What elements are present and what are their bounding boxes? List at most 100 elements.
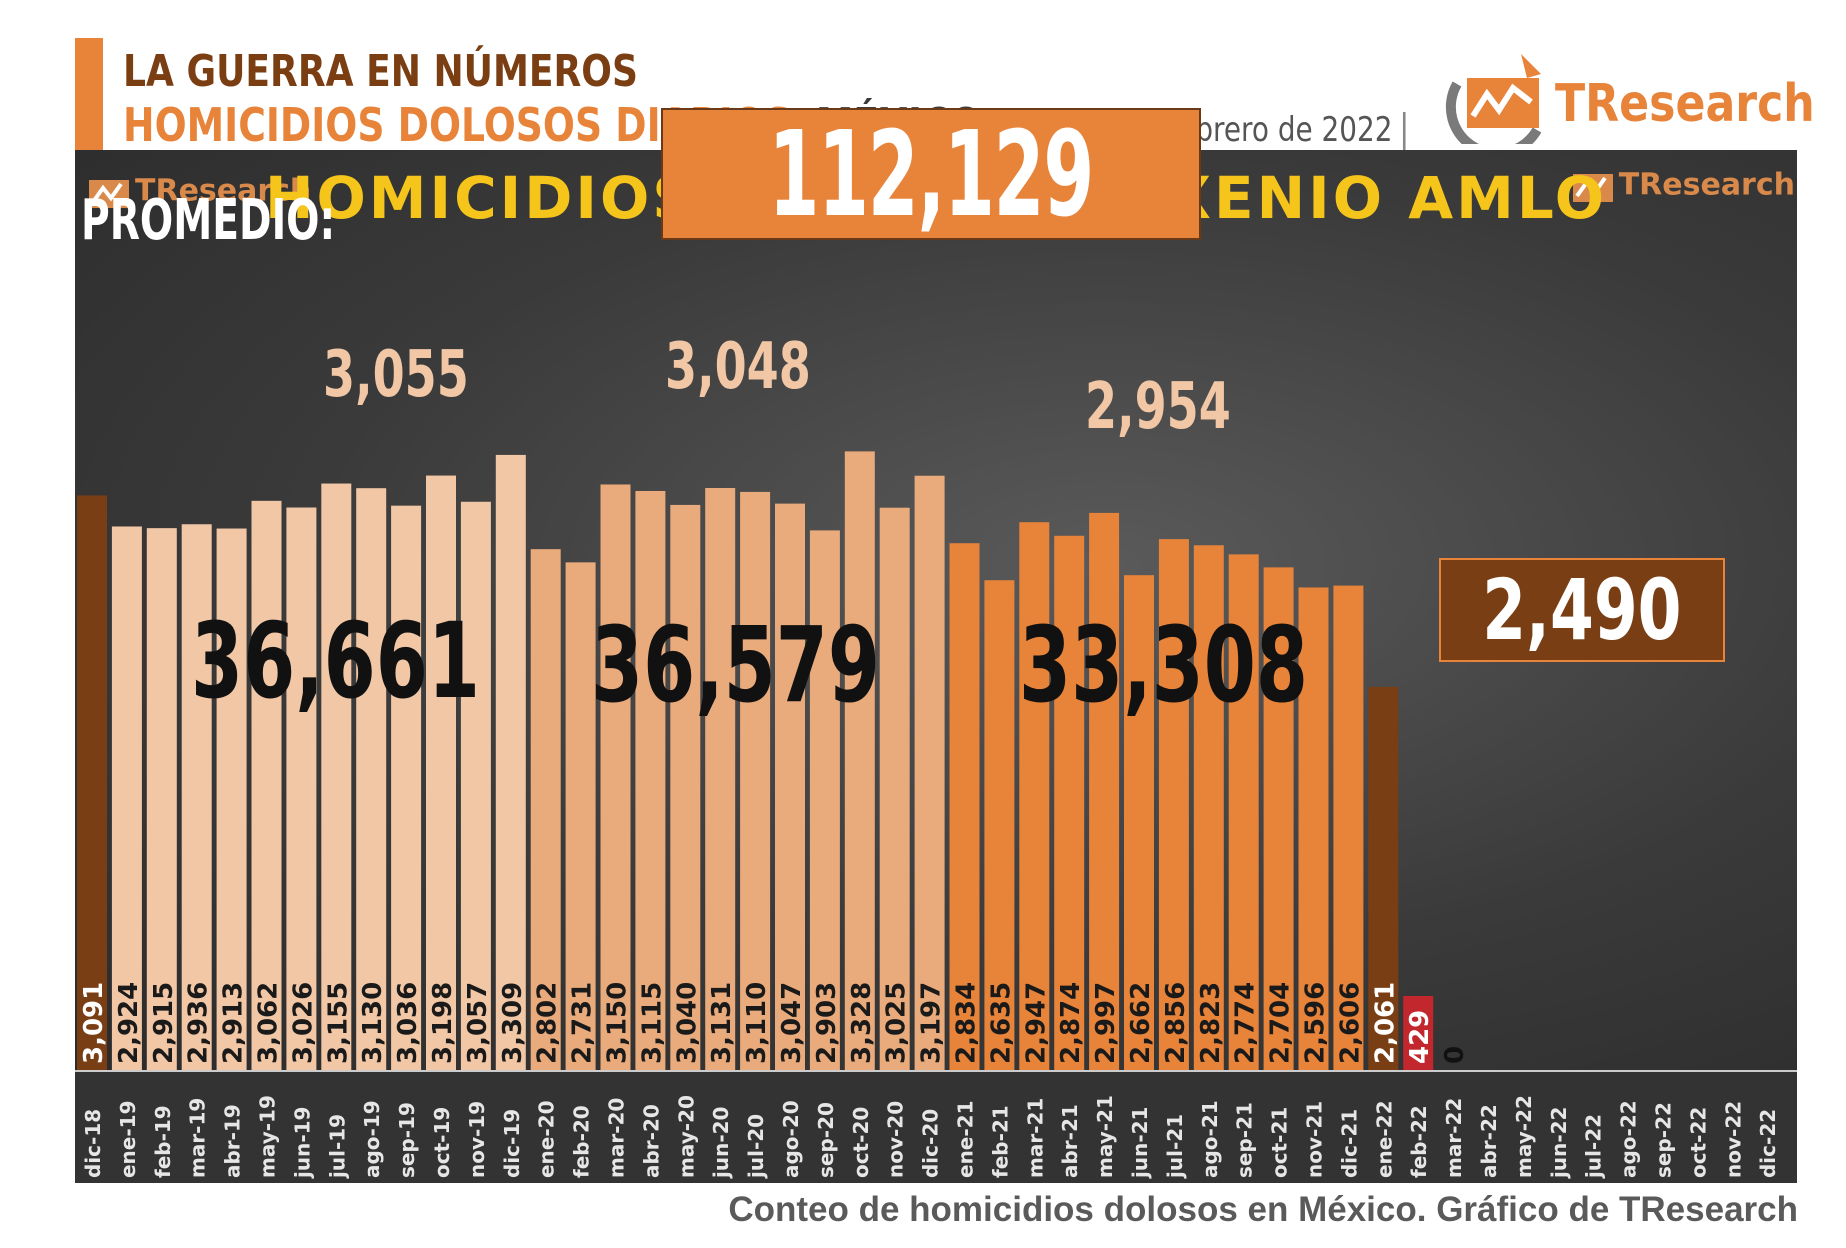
x-tick-nov-22: nov-22	[1721, 1101, 1745, 1178]
x-tick-may-21: may-21	[1093, 1095, 1117, 1178]
bar-jul-21	[1158, 539, 1189, 1070]
total-value: 112,129	[768, 105, 1095, 243]
value-label-jun-19: 3,026	[288, 982, 318, 1064]
bar-nov-20	[879, 507, 910, 1070]
watermark-left: TResearch	[83, 172, 311, 212]
bar-jun-20	[705, 488, 736, 1071]
x-tick-oct-20: oct-20	[849, 1107, 873, 1178]
value-label-may-20: 3,040	[672, 982, 702, 1064]
bar-ene-20	[530, 549, 561, 1070]
value-label-abr-21: 2,874	[1056, 982, 1086, 1064]
x-tick-mar-21: mar-21	[1023, 1098, 1047, 1178]
value-label-oct-19: 3,198	[428, 982, 458, 1064]
bar-mar-20	[600, 484, 631, 1070]
year-total-2020: 36,579	[591, 604, 880, 726]
value-label-ago-19: 3,130	[358, 982, 388, 1064]
value-label-jul-20: 3,110	[742, 982, 772, 1064]
bar-dic-21	[1333, 585, 1364, 1070]
value-label-mar-19: 2,936	[184, 982, 214, 1064]
tresearch-logo-text: TResearch	[1555, 74, 1815, 134]
value-label-oct-21: 2,704	[1266, 982, 1296, 1064]
x-tick-oct-21: oct-21	[1268, 1107, 1292, 1178]
x-axis	[75, 1070, 1797, 1183]
x-tick-sep-19: sep-19	[395, 1102, 419, 1178]
bar-may-19	[251, 500, 282, 1070]
x-tick-ago-20: ago-20	[779, 1100, 803, 1178]
bar-may-21	[1089, 512, 1120, 1070]
bar-oct-19	[426, 475, 456, 1071]
header-accent-bar	[75, 38, 103, 150]
header-title: LA GUERRA EN NÚMEROS	[123, 46, 638, 97]
value-label-feb-21: 2,635	[986, 982, 1016, 1064]
value-label-jul-21: 2,856	[1161, 982, 1191, 1064]
bar-ago-21	[1193, 545, 1224, 1070]
value-label-mar-20: 3,150	[603, 982, 633, 1064]
bar-abr-19	[216, 528, 247, 1070]
x-tick-oct-19: oct-19	[430, 1107, 454, 1178]
value-label-nov-19: 3,057	[463, 982, 493, 1064]
bar-ene-22	[1368, 686, 1399, 1070]
tresearch-logo: TResearch	[1437, 44, 1815, 159]
x-tick-feb-19: feb-19	[151, 1105, 175, 1178]
x-tick-dic-19: dic-19	[500, 1109, 524, 1178]
x-tick-dic-20: dic-20	[919, 1109, 943, 1178]
x-tick-may-19: may-19	[256, 1095, 280, 1178]
x-tick-mar-22: mar-22	[1442, 1098, 1466, 1178]
x-tick-jul-19: jul-19	[325, 1114, 349, 1179]
value-label-abr-20: 3,115	[637, 982, 667, 1064]
x-tick-ago-22: ago-22	[1617, 1100, 1641, 1178]
bar-ago-19	[356, 488, 387, 1070]
bar-nov-21	[1298, 587, 1329, 1070]
bar-sep-21	[1228, 554, 1259, 1070]
bar-oct-21	[1263, 567, 1294, 1070]
value-label-mar-22: 0	[1440, 1046, 1470, 1064]
x-tick-jul-21: jul-21	[1163, 1114, 1187, 1179]
value-label-ene-21: 2,834	[952, 982, 982, 1064]
bar-mar-19	[181, 524, 212, 1070]
x-tick-dic-21: dic-21	[1337, 1109, 1361, 1178]
watermark-left-icon	[89, 180, 129, 208]
bar-abr-21	[1054, 535, 1085, 1070]
watermark-right-icon	[1572, 174, 1613, 202]
bar-chart: 3,091 dic-18 2,924 ene-19 2,915 feb-19 2,936 ma…	[75, 451, 1797, 1179]
average-2021: 2,954	[1085, 370, 1231, 444]
bar-jul-19	[321, 483, 352, 1071]
value-label-jul-19: 3,155	[323, 982, 353, 1064]
average-2019: 3,055	[323, 338, 469, 412]
year-total-2022-box: 2,490	[1439, 558, 1725, 662]
value-label-ago-20: 3,047	[777, 982, 807, 1064]
value-label-jun-20: 3,131	[707, 982, 737, 1064]
value-label-ene-22: 2,061	[1370, 982, 1400, 1064]
figure-caption: Conteo de homicidios dolosos en México. …	[728, 1190, 1798, 1229]
value-label-feb-22: 429	[1405, 1010, 1435, 1064]
value-label-ago-21: 2,823	[1196, 982, 1226, 1064]
x-tick-jun-19: jun-19	[290, 1107, 314, 1179]
bar-feb-20	[565, 562, 596, 1070]
bar-feb-19	[146, 528, 177, 1070]
x-tick-jul-20: jul-20	[744, 1114, 768, 1179]
x-tick-jul-22: jul-22	[1582, 1114, 1606, 1179]
bar-dic-20	[914, 475, 945, 1070]
bar-oct-20	[844, 451, 875, 1070]
bar-feb-21	[984, 580, 1015, 1070]
x-tick-abr-22: abr-22	[1477, 1104, 1501, 1178]
x-tick-nov-21: nov-21	[1303, 1101, 1327, 1178]
value-label-nov-21: 2,596	[1301, 982, 1331, 1064]
chart-frame: LA GUERRA EN NÚMEROS HOMICIDIOS DOLOSOS …	[75, 38, 1815, 1183]
x-tick-sep-20: sep-20	[814, 1102, 838, 1178]
x-tick-jun-22: jun-22	[1547, 1107, 1571, 1179]
bar-dic-18	[77, 495, 107, 1071]
value-label-sep-20: 2,903	[812, 982, 842, 1064]
value-label-mar-21: 2,947	[1021, 982, 1051, 1064]
average-2020: 3,048	[665, 330, 811, 404]
value-label-nov-20: 3,025	[882, 982, 912, 1064]
x-tick-sep-22: sep-22	[1652, 1102, 1676, 1178]
value-label-sep-21: 2,774	[1231, 982, 1261, 1064]
year-total-2022: 2,490	[1482, 561, 1682, 659]
x-tick-dic-22: dic-22	[1756, 1109, 1780, 1178]
year-total-2021: 33,308	[1019, 604, 1308, 726]
value-label-dic-18: 3,091	[79, 982, 109, 1064]
x-tick-sep-21: sep-21	[1233, 1102, 1257, 1178]
x-tick-feb-21: feb-21	[988, 1105, 1012, 1178]
x-tick-abr-21: abr-21	[1058, 1104, 1082, 1178]
